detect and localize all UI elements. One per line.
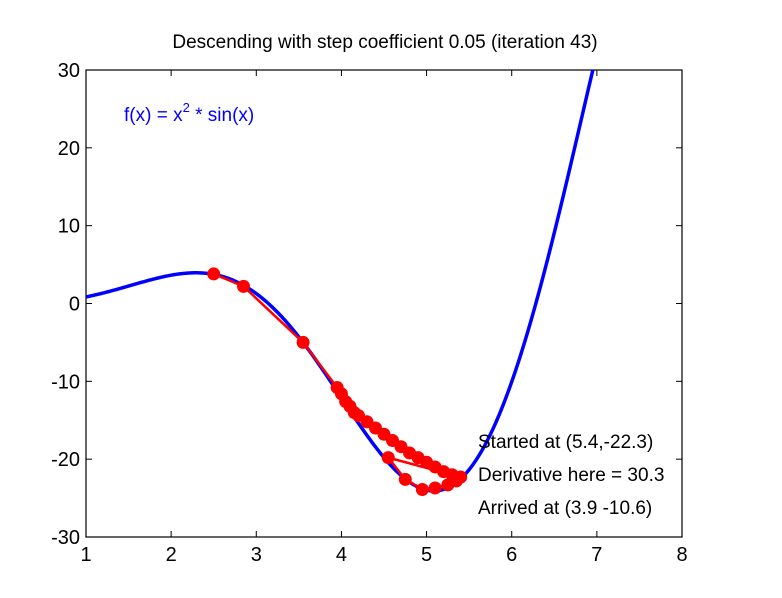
- function-label-prefix: f(x) = x: [124, 105, 183, 126]
- annotation-arrived: Arrived at (3.9 -10.6): [478, 498, 652, 519]
- x-tick-label: 2: [166, 544, 177, 566]
- annotation-derivative: Derivative here = 30.3: [478, 465, 664, 486]
- y-tick-label: 20: [58, 138, 80, 160]
- descent-segment: [242, 285, 304, 344]
- x-tick-label: 3: [251, 544, 262, 566]
- descent-point: [454, 470, 468, 484]
- descent-point: [441, 478, 455, 492]
- descent-point: [207, 267, 221, 281]
- annotation-start: Started at (5.4,-22.3): [478, 432, 653, 453]
- x-tick-label: 7: [591, 544, 602, 566]
- x-tick-label: 5: [421, 544, 432, 566]
- descent-point: [381, 451, 395, 465]
- function-label-suffix: * sin(x): [190, 105, 254, 126]
- y-tick-label: 0: [69, 294, 80, 316]
- x-tick-label: 4: [336, 544, 347, 566]
- y-tick-label: -20: [51, 449, 80, 471]
- chart-title: Descending with step coefficient 0.05 (i…: [172, 32, 597, 53]
- ticks-layer: 1 2 3 4 5 6 7 8 -30 -20 -10 0 10 20 30: [51, 60, 687, 566]
- descent-point: [296, 335, 310, 349]
- y-tick-label: 30: [58, 60, 80, 82]
- descent-path-layer: [207, 267, 468, 497]
- descent-segment: [302, 341, 339, 389]
- x-tick-label: 6: [506, 544, 517, 566]
- function-label: f(x) = x2 * sin(x): [124, 100, 254, 126]
- descent-point: [428, 481, 442, 495]
- function-label-exponent: 2: [183, 100, 190, 115]
- y-tick-label: -10: [51, 371, 80, 393]
- x-tick-label: 1: [80, 544, 91, 566]
- x-tick-label: 8: [676, 544, 687, 566]
- descent-point: [398, 472, 412, 486]
- descent-point: [237, 279, 251, 293]
- annotations: Started at (5.4,-22.3) Derivative here =…: [478, 432, 664, 519]
- plot-area: [85, 69, 683, 538]
- descent-point: [415, 483, 429, 497]
- y-tick-label: 10: [58, 216, 80, 238]
- y-tick-label: -30: [51, 527, 80, 549]
